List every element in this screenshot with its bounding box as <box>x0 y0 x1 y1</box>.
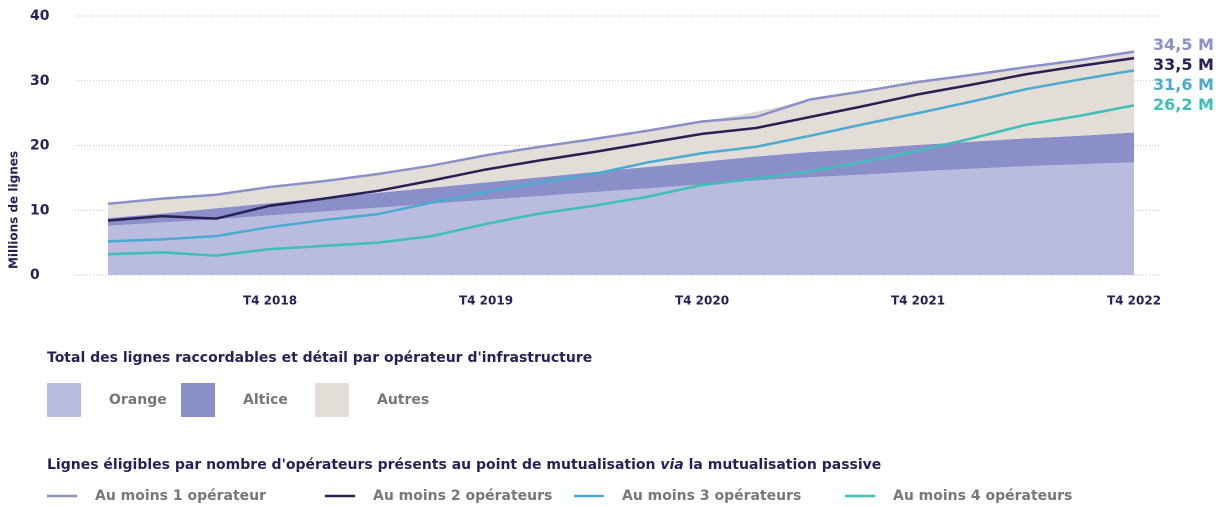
line <box>107 104 1135 257</box>
x-tick-label: T4 2019 <box>459 294 513 308</box>
y-axis-label: Millions de lignes <box>7 151 21 269</box>
value-label: 26,2 M <box>1153 95 1214 114</box>
legend-swatch <box>315 383 349 417</box>
line <box>107 50 1135 206</box>
y-tick-label: 20 <box>30 138 50 154</box>
x-tick-label: T4 2021 <box>891 294 945 308</box>
legend-label: Orange <box>109 392 167 408</box>
y-tick-label: 30 <box>30 73 50 89</box>
legend-title: Total des lignes raccordables et détail … <box>47 350 592 366</box>
legend-swatch <box>47 383 81 417</box>
y-tick-label: 10 <box>30 202 50 218</box>
x-tick-label: T4 2018 <box>243 294 297 308</box>
value-label: 34,5 M <box>1153 35 1214 54</box>
line <box>107 56 1135 222</box>
legend-title: Lignes éligibles par nombre d'opérateurs… <box>47 457 881 473</box>
legend-label: Au moins 1 opérateur <box>95 488 266 504</box>
legend-label: Au moins 2 opérateurs <box>373 488 552 504</box>
legend-label: Au moins 3 opérateurs <box>622 488 801 504</box>
title-part: la mutualisation passive <box>684 457 882 473</box>
y-tick-label: 40 <box>30 8 50 24</box>
legend-swatch <box>181 383 215 417</box>
area <box>108 162 1134 275</box>
title-part: via <box>660 457 683 473</box>
y-tick-label: 0 <box>30 267 40 283</box>
legend-label: Au moins 4 opérateurs <box>893 488 1072 504</box>
title-part: Lignes éligibles par nombre d'opérateurs… <box>47 457 660 473</box>
value-label: 33,5 M <box>1153 55 1214 74</box>
x-tick-label: T4 2022 <box>1107 294 1161 308</box>
x-tick-label: T4 2020 <box>675 294 729 308</box>
legend-label: Altice <box>243 392 288 408</box>
line <box>107 69 1135 243</box>
legend-label: Autres <box>377 392 429 408</box>
area <box>108 132 1134 226</box>
value-label: 31,6 M <box>1153 75 1214 94</box>
